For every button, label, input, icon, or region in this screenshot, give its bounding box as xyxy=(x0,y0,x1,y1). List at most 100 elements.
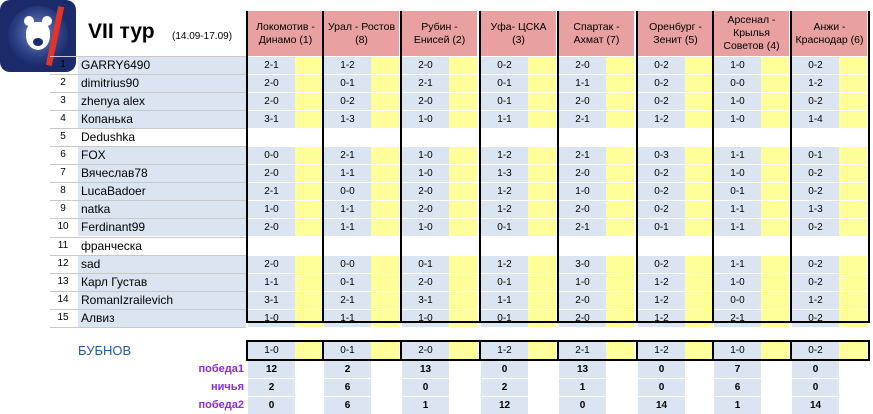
result-cell[interactable] xyxy=(685,310,713,327)
result-cell[interactable] xyxy=(528,183,556,200)
result-cell[interactable] xyxy=(295,57,323,74)
prediction-cell[interactable]: 2-1 xyxy=(324,147,371,164)
participant-name[interactable]: франческа xyxy=(81,239,142,253)
result-cell[interactable] xyxy=(606,183,634,200)
result-cell[interactable] xyxy=(371,75,399,92)
bubnov-prediction[interactable]: 1-0 xyxy=(248,342,295,359)
result-cell[interactable] xyxy=(449,57,477,74)
result-cell[interactable] xyxy=(761,219,789,236)
result-cell[interactable] xyxy=(449,274,477,291)
result-cell[interactable] xyxy=(839,274,867,291)
prediction-cell[interactable]: 0-1 xyxy=(324,274,371,291)
result-cell[interactable] xyxy=(685,129,713,146)
prediction-cell[interactable]: 1-1 xyxy=(324,310,371,327)
prediction-cell[interactable]: 2-0 xyxy=(402,201,449,218)
prediction-cell[interactable]: 0-2 xyxy=(638,75,685,92)
prediction-cell[interactable]: 0-1 xyxy=(324,75,371,92)
result-cell[interactable] xyxy=(606,57,634,74)
result-cell[interactable] xyxy=(449,111,477,128)
result-cell[interactable] xyxy=(606,75,634,92)
result-cell[interactable] xyxy=(295,165,323,182)
result-cell[interactable] xyxy=(685,75,713,92)
bubnov-result-cell[interactable] xyxy=(371,342,399,359)
prediction-cell[interactable]: 2-0 xyxy=(559,93,606,110)
result-cell[interactable] xyxy=(685,165,713,182)
result-cell[interactable] xyxy=(528,238,556,255)
result-cell[interactable] xyxy=(606,219,634,236)
prediction-cell[interactable]: 2-1 xyxy=(324,292,371,309)
result-cell[interactable] xyxy=(371,310,399,327)
result-cell[interactable] xyxy=(685,238,713,255)
prediction-cell[interactable]: 0-2 xyxy=(638,57,685,74)
result-cell[interactable] xyxy=(606,292,634,309)
bubnov-prediction[interactable]: 1-2 xyxy=(638,342,685,359)
prediction-cell[interactable]: 2-1 xyxy=(248,183,295,200)
result-cell[interactable] xyxy=(371,165,399,182)
result-cell[interactable] xyxy=(606,129,634,146)
prediction-cell[interactable]: 0-2 xyxy=(481,57,528,74)
prediction-cell[interactable] xyxy=(481,238,528,255)
prediction-cell[interactable] xyxy=(248,238,295,255)
prediction-cell[interactable]: 0-1 xyxy=(792,147,839,164)
prediction-cell[interactable]: 1-3 xyxy=(792,201,839,218)
prediction-cell[interactable]: 1-1 xyxy=(324,201,371,218)
prediction-cell[interactable]: 2-0 xyxy=(402,57,449,74)
bubnov-result-cell[interactable] xyxy=(685,342,713,359)
prediction-cell[interactable] xyxy=(324,129,371,146)
result-cell[interactable] xyxy=(685,256,713,273)
prediction-cell[interactable]: 0-1 xyxy=(714,183,761,200)
result-cell[interactable] xyxy=(761,238,789,255)
participant-name[interactable]: Dedushka xyxy=(81,130,136,144)
result-cell[interactable] xyxy=(685,201,713,218)
prediction-cell[interactable]: 0-1 xyxy=(481,219,528,236)
result-cell[interactable] xyxy=(761,93,789,110)
prediction-cell[interactable]: 1-0 xyxy=(559,183,606,200)
result-cell[interactable] xyxy=(685,219,713,236)
result-cell[interactable] xyxy=(761,147,789,164)
result-cell[interactable] xyxy=(839,75,867,92)
prediction-cell[interactable]: 2-1 xyxy=(559,147,606,164)
prediction-cell[interactable]: 1-4 xyxy=(792,111,839,128)
prediction-cell[interactable]: 2-0 xyxy=(559,201,606,218)
prediction-cell[interactable]: 0-0 xyxy=(714,292,761,309)
prediction-cell[interactable]: 2-0 xyxy=(402,183,449,200)
prediction-cell[interactable]: 0-2 xyxy=(792,165,839,182)
result-cell[interactable] xyxy=(295,256,323,273)
result-cell[interactable] xyxy=(528,75,556,92)
result-cell[interactable] xyxy=(449,165,477,182)
prediction-cell[interactable]: 0-1 xyxy=(402,256,449,273)
prediction-cell[interactable]: 0-1 xyxy=(481,310,528,327)
result-cell[interactable] xyxy=(685,57,713,74)
result-cell[interactable] xyxy=(528,256,556,273)
prediction-cell[interactable]: 0-2 xyxy=(792,219,839,236)
prediction-cell[interactable] xyxy=(638,129,685,146)
prediction-cell[interactable]: 0-0 xyxy=(324,183,371,200)
result-cell[interactable] xyxy=(449,310,477,327)
prediction-cell[interactable]: 0-2 xyxy=(792,93,839,110)
prediction-cell[interactable]: 1-1 xyxy=(248,274,295,291)
participant-name[interactable]: Алвиз xyxy=(78,310,246,327)
result-cell[interactable] xyxy=(685,93,713,110)
prediction-cell[interactable]: 1-1 xyxy=(714,256,761,273)
prediction-cell[interactable] xyxy=(792,238,839,255)
result-cell[interactable] xyxy=(839,219,867,236)
prediction-cell[interactable]: 1-0 xyxy=(714,111,761,128)
prediction-cell[interactable]: 1-2 xyxy=(324,57,371,74)
result-cell[interactable] xyxy=(295,238,323,255)
bubnov-prediction[interactable]: 1-2 xyxy=(481,342,528,359)
result-cell[interactable] xyxy=(371,292,399,309)
prediction-cell[interactable]: 0-1 xyxy=(481,274,528,291)
prediction-cell[interactable]: 0-3 xyxy=(638,147,685,164)
bubnov-result-cell[interactable] xyxy=(295,342,323,359)
prediction-cell[interactable]: 0-2 xyxy=(638,165,685,182)
result-cell[interactable] xyxy=(295,310,323,327)
result-cell[interactable] xyxy=(371,238,399,255)
result-cell[interactable] xyxy=(606,238,634,255)
participant-name[interactable]: natka xyxy=(78,201,246,218)
prediction-cell[interactable]: 0-0 xyxy=(714,75,761,92)
prediction-cell[interactable]: 0-1 xyxy=(481,93,528,110)
result-cell[interactable] xyxy=(295,292,323,309)
prediction-cell[interactable]: 1-2 xyxy=(481,256,528,273)
result-cell[interactable] xyxy=(528,129,556,146)
result-cell[interactable] xyxy=(295,75,323,92)
